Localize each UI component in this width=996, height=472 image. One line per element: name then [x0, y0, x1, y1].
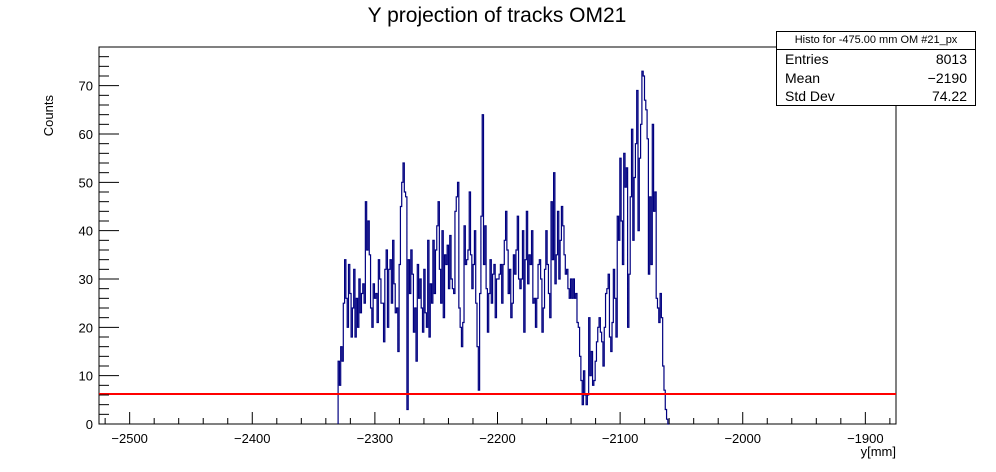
y-tick-label: 10: [79, 369, 93, 384]
y-tick-label: 50: [79, 175, 93, 190]
histogram-series: [337, 70, 670, 425]
y-tick-label: 70: [79, 79, 93, 94]
y-tick-label: 60: [79, 127, 93, 142]
stats-title: Histo for -475.00 mm OM #21_px: [777, 32, 975, 50]
x-tick-label: −2200: [479, 431, 516, 446]
x-tick-label: −2100: [602, 431, 639, 446]
x-axis-label: y[mm]: [861, 444, 896, 459]
x-tick-label: −2000: [724, 431, 761, 446]
y-tick-label: 0: [86, 417, 93, 432]
y-tick-label: 20: [79, 320, 93, 335]
stats-row-entries: Entries 8013: [777, 50, 975, 69]
stats-row-mean: Mean −2190: [777, 69, 975, 88]
x-tick-label: −2400: [234, 431, 271, 446]
stats-value: 8013: [935, 51, 967, 67]
x-tick-label: −2500: [111, 431, 148, 446]
stats-value: 74.22: [931, 88, 967, 104]
stats-box: Histo for -475.00 mm OM #21_px Entries 8…: [776, 31, 976, 106]
y-tick-label: 30: [79, 272, 93, 287]
stats-label: Std Dev: [785, 88, 835, 104]
chart-title: Y projection of tracks OM21: [368, 4, 627, 27]
x-tick-label: −1900: [847, 431, 884, 446]
stats-label: Mean: [785, 69, 821, 86]
y-axis-label: Counts: [41, 95, 56, 137]
x-tick-label: −2300: [357, 431, 394, 446]
y-tick-label: 40: [79, 224, 93, 239]
stats-value: −2190: [927, 69, 967, 86]
stats-row-stddev: Std Dev 74.22: [777, 87, 975, 106]
stats-label: Entries: [785, 51, 829, 67]
